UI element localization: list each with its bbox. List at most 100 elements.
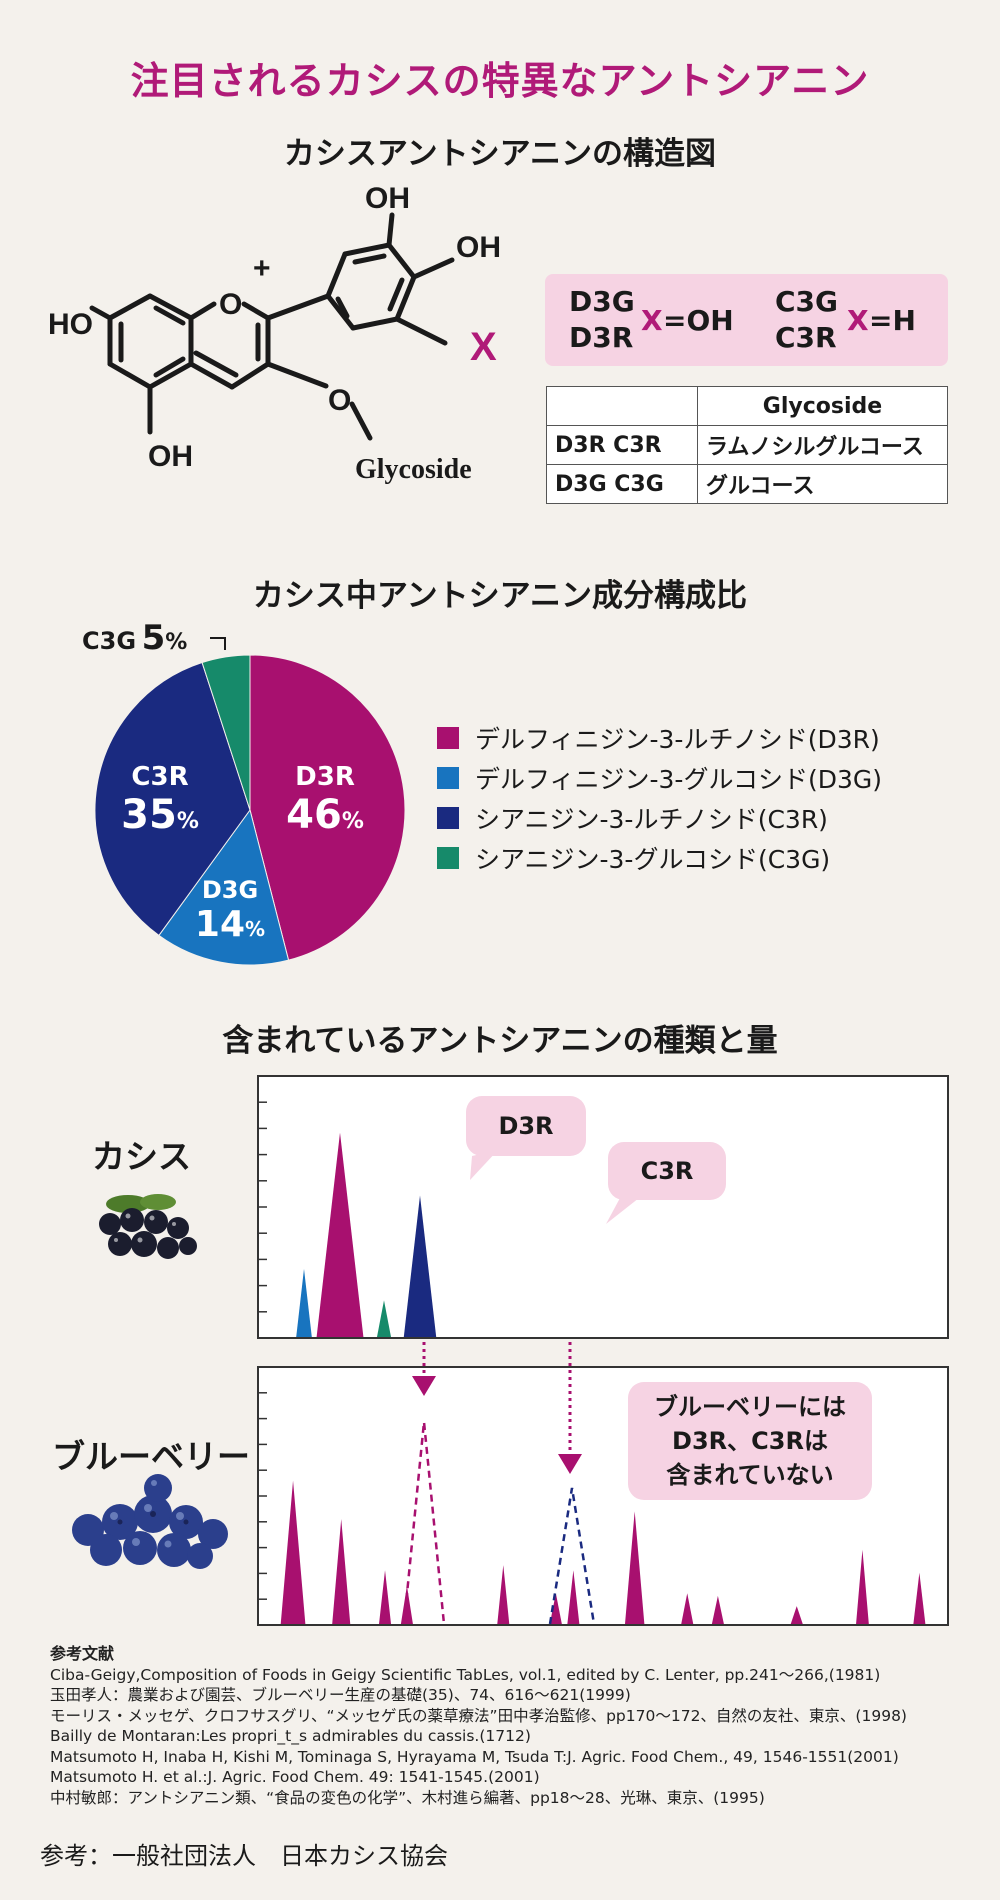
xbox-left-x: X xyxy=(641,304,663,337)
c3r-arrow-head xyxy=(558,1454,582,1474)
d3g-slice-value: 14 xyxy=(194,904,246,945)
chromatogram-peak xyxy=(377,1300,391,1337)
table-header-row: Glycoside xyxy=(546,386,948,426)
pie-heading: カシス中アントシアニン成分構成比 xyxy=(252,578,748,614)
table-header-cell: Glycoside xyxy=(697,386,948,426)
pyrylium-o-label: O xyxy=(219,288,242,321)
chromatogram-peak xyxy=(567,1570,580,1624)
pie-slice-d3r xyxy=(249,654,406,961)
legend-item: デルフィニジン-3-グルコシド(D3G) xyxy=(437,758,882,798)
xbox-right-x: X xyxy=(847,304,869,337)
c3r-slice-value: 35 xyxy=(121,792,177,838)
legend-item: シアニジン-3-グルコシド(C3G) xyxy=(437,838,882,878)
chromatogram-peak xyxy=(549,1593,562,1624)
chromatogram-peak xyxy=(332,1519,351,1624)
pie-chart xyxy=(94,637,406,966)
d3r-slice-value: 46 xyxy=(286,792,342,838)
cassis-chromatogram-panel xyxy=(257,1075,949,1339)
structure-heading: カシスアントシアニンの構造図 xyxy=(283,136,717,172)
d3g-slice-label: D3G 14% xyxy=(170,876,290,945)
c3r-absent-peak xyxy=(548,1487,596,1625)
reference-item: 中村敏郎：アントシアニン類、“食品の変色の化学”、木村進ら編著、pp18〜28、… xyxy=(50,1788,765,1807)
blueberry-label: ブルーベリー xyxy=(52,1437,250,1476)
c3r-bubble: C3R xyxy=(608,1142,726,1200)
xbox-c3r: C3R xyxy=(775,321,837,354)
footer-source: 参考：一般社団法人 日本カシス協会 xyxy=(40,1842,448,1870)
references-heading: 参考文献 xyxy=(50,1644,115,1663)
chromatogram-peak xyxy=(711,1595,724,1624)
legend-swatch xyxy=(437,807,459,829)
table-cell: ラムノシルグルコース xyxy=(697,425,948,465)
legend-label: デルフィニジン-3-ルチノシド(D3R) xyxy=(475,725,880,754)
anthocyanin-structure-diagram: OH OH HO OH O + O Glycoside X xyxy=(48,182,501,485)
chromatogram-peak xyxy=(790,1606,803,1624)
reference-item: モーリス・メッセゲ、クロフサスグリ、“メッセゲ氏の薬草療法”田中孝治監修、pp1… xyxy=(50,1706,907,1725)
d3g-slice-pct: % xyxy=(245,917,266,941)
legend-swatch xyxy=(437,767,459,789)
d3r-slice-name: D3R xyxy=(295,762,355,792)
c3g-callout-name: C3G xyxy=(82,627,137,655)
chromatogram-peak xyxy=(625,1511,645,1624)
xbox-d3r: D3R xyxy=(569,321,634,354)
ho-left-label: HO xyxy=(48,308,93,341)
oh-top-label: OH xyxy=(365,182,410,215)
d3r-slice-pct: % xyxy=(341,809,364,834)
d3g-slice-name: D3G xyxy=(201,876,259,904)
glycoside-label: Glycoside xyxy=(355,454,472,485)
c3r-bubble-tail xyxy=(606,1194,644,1224)
pie-slice-c3r xyxy=(94,661,251,937)
reference-item: Matsumoto H. et al.:J. Agric. Food Chem.… xyxy=(50,1768,540,1786)
pie-legend: デルフィニジン-3-ルチノシド(D3R) デルフィニジン-3-グルコシド(D3G… xyxy=(437,718,882,878)
blackcurrant-icon xyxy=(99,1194,197,1259)
xbox-d3g: D3G xyxy=(569,285,635,318)
oh-right-label: OH xyxy=(456,231,501,264)
legend-item: デルフィニジン-3-ルチノシド(D3R) xyxy=(437,718,882,758)
table-cell: グルコース xyxy=(697,464,948,504)
legend-label: デルフィニジン-3-グルコシド(D3G) xyxy=(475,765,882,794)
page-title: 注目されるカシスの特異なアントシアニン xyxy=(130,59,870,103)
d3r-arrow-head xyxy=(412,1376,436,1396)
chromatogram-peak xyxy=(497,1565,510,1624)
table-row: D3R C3R ラムノシルグルコース xyxy=(546,425,948,465)
positive-charge-label: + xyxy=(253,252,271,285)
c3g-callout-pct: % xyxy=(165,630,188,655)
legend-label: シアニジン-3-ルチノシド(C3R) xyxy=(475,805,828,834)
d3r-bubble-tail xyxy=(470,1150,498,1180)
glycoside-table: Glycoside D3R C3R ラムノシルグルコース D3G C3G グルコ… xyxy=(546,386,948,504)
reference-item: Bailly de Montaran:Les propri_t_s admira… xyxy=(50,1727,531,1745)
references: 参考文献 Ciba-Geigy,Composition of Foods in … xyxy=(50,1644,970,1808)
c3r-chromatogram-peak xyxy=(403,1195,437,1337)
blueberry-icon xyxy=(72,1474,228,1569)
legend-swatch xyxy=(437,727,459,749)
reference-item: Ciba-Geigy,Composition of Foods in Geigy… xyxy=(50,1665,881,1684)
chromatogram-peak xyxy=(280,1480,306,1624)
legend-item: シアニジン-3-ルチノシド(C3R) xyxy=(437,798,882,838)
note-line: ブルーベリーには xyxy=(654,1393,846,1421)
reference-item: 玉田孝人：農業および園芸、ブルーベリー生産の基礎(35)、74、616〜621(… xyxy=(50,1686,631,1704)
c3r-slice-name: C3R xyxy=(131,762,189,792)
c3r-slice-pct: % xyxy=(176,809,199,834)
chromatogram-peak xyxy=(913,1572,926,1624)
chromatogram-peak xyxy=(856,1549,869,1624)
table-cell: D3G C3G xyxy=(546,464,698,504)
x-definition-box: D3G D3R X =OH C3G C3R X =H xyxy=(545,274,948,366)
c3g-callout-value: 5 xyxy=(141,618,166,658)
d3r-slice-label: D3R 46% xyxy=(260,762,390,838)
cassis-label: カシス xyxy=(92,1137,191,1176)
oh-bottom-label: OH xyxy=(148,440,193,473)
table-header-cell xyxy=(546,386,698,426)
d3r-bubble: D3R xyxy=(466,1096,586,1156)
c3g-leader-line xyxy=(210,637,226,650)
hplc-heading: 含まれているアントシアニンの種類と量 xyxy=(222,1023,778,1059)
blueberry-note-bubble: ブルーベリーには D3R、C3Rは 含まれていない xyxy=(628,1382,872,1500)
table-row: D3G C3G グルコース xyxy=(546,464,948,504)
table-cell: D3R C3R xyxy=(546,425,698,465)
c3g-callout: C3G 5% xyxy=(82,618,187,658)
pie-slice-d3g xyxy=(158,808,290,966)
note-line: D3R、C3Rは xyxy=(672,1427,828,1455)
d3r-absent-peak xyxy=(402,1421,446,1625)
chromatogram-peak xyxy=(681,1593,694,1624)
chromatogram-peak xyxy=(296,1268,312,1337)
linker-o-label: O xyxy=(328,384,351,417)
reference-item: Matsumoto H, Inaba H, Kishi M, Tominaga … xyxy=(50,1747,899,1766)
